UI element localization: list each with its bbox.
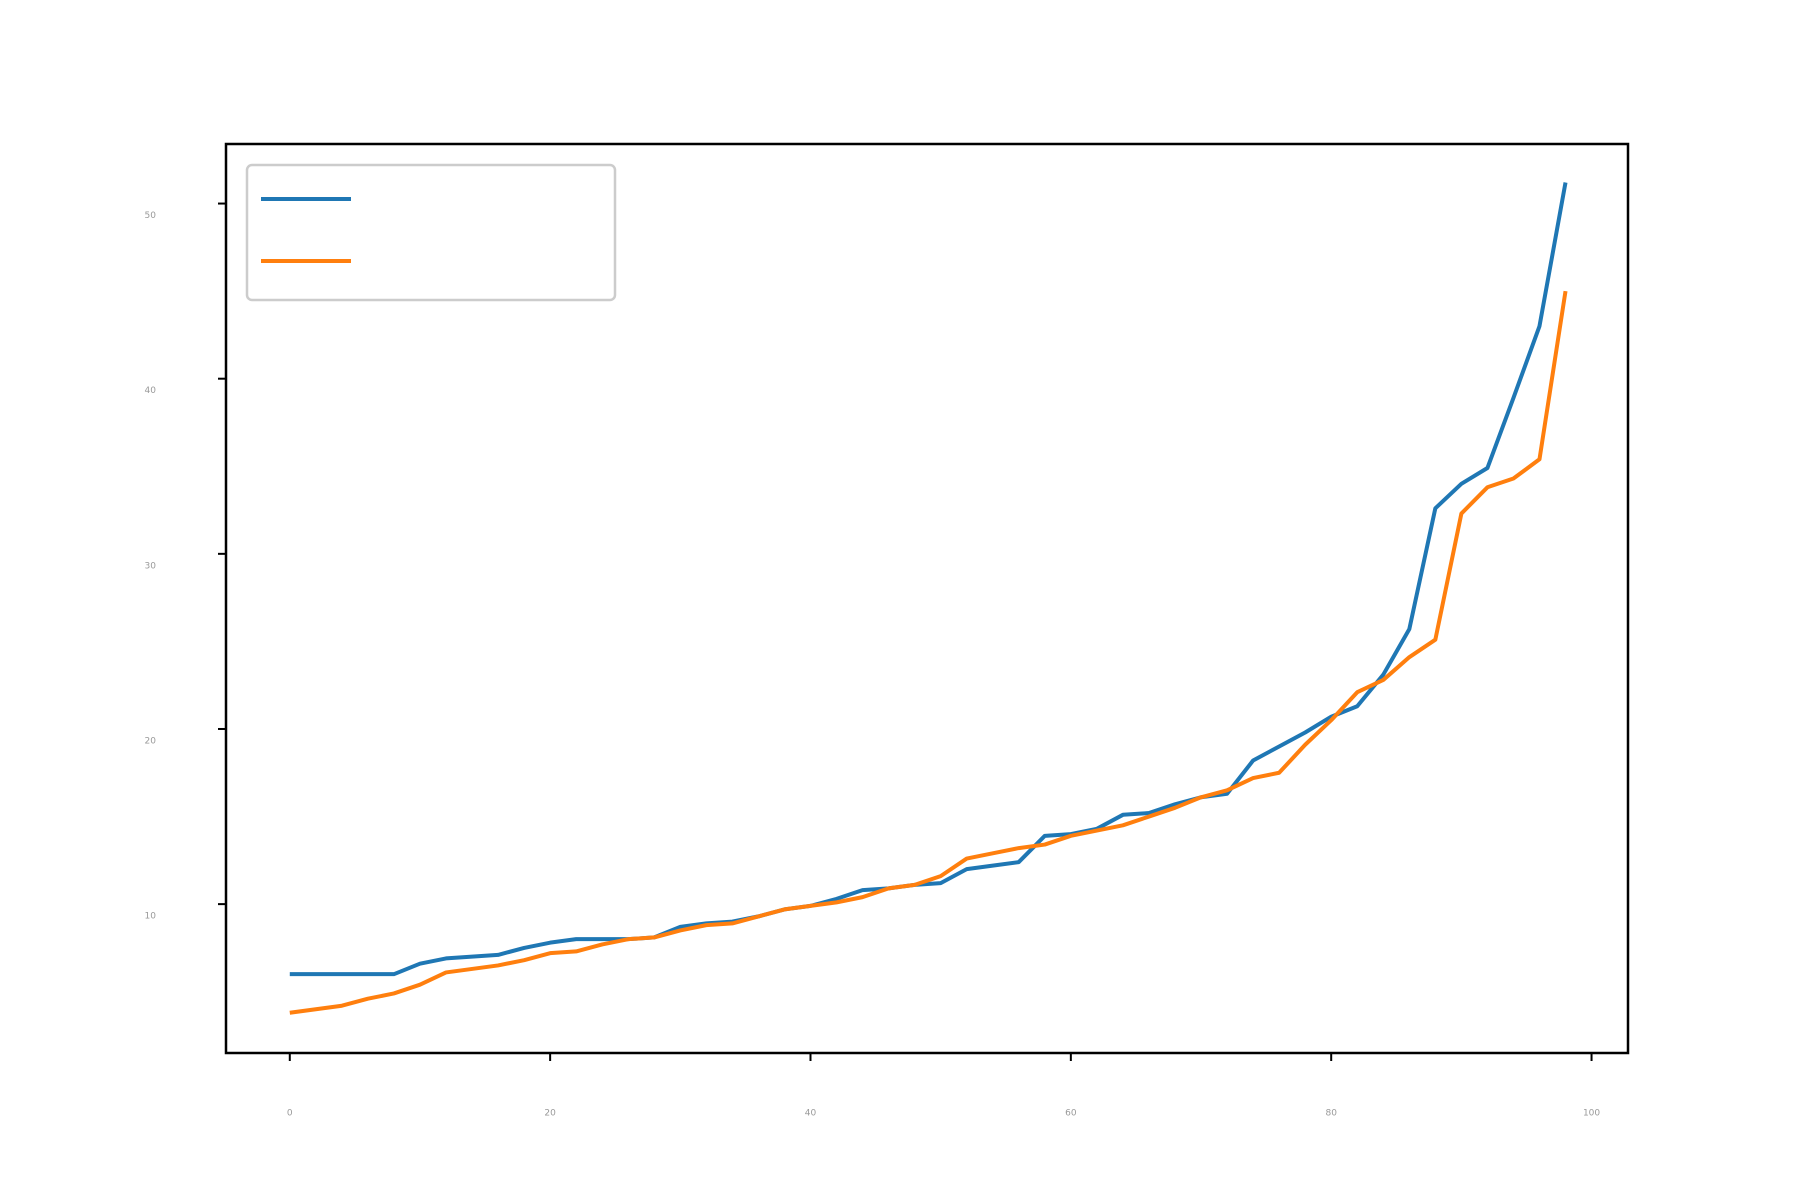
y-tick-label: 50 <box>145 211 157 221</box>
y-tick-label: 20 <box>145 736 157 746</box>
y-tick-label: 40 <box>145 386 157 396</box>
series-line <box>289 290 1568 1015</box>
x-tick-label: 20 <box>544 1109 556 1119</box>
x-tick-label: 100 <box>1583 1109 1600 1119</box>
legend-box <box>245 163 617 302</box>
y-tick-label: 10 <box>145 912 157 922</box>
x-tick-label: 40 <box>805 1109 817 1119</box>
x-tick-label: 0 <box>287 1109 293 1119</box>
x-tick-label: 80 <box>1325 1109 1337 1119</box>
y-tick-label: 30 <box>145 561 157 571</box>
plot-frame <box>224 142 1630 1055</box>
x-tick-label: 60 <box>1065 1109 1077 1119</box>
series-line <box>289 182 1568 977</box>
